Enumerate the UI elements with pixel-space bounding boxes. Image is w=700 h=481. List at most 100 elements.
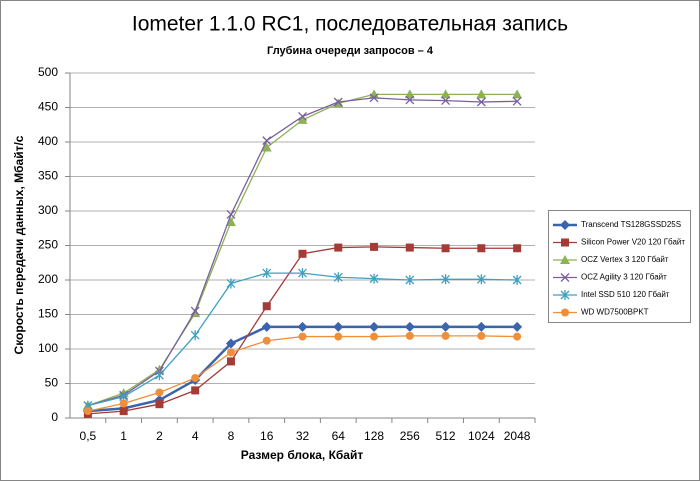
- data-point: [225, 217, 236, 227]
- data-point: [297, 321, 308, 332]
- legend-label: OCZ Agility 3 120 Гбайт: [581, 273, 667, 282]
- data-point: [369, 93, 379, 103]
- data-point: [262, 336, 271, 345]
- data-point: [226, 357, 235, 366]
- data-point: [190, 330, 200, 341]
- data-point: [334, 332, 343, 341]
- legend-label: Intel SSD 510 120 Гбайт: [581, 290, 670, 299]
- x-tick-label: 64: [332, 429, 346, 443]
- data-point: [405, 95, 415, 105]
- data-point: [191, 373, 200, 382]
- data-point: [441, 244, 450, 253]
- y-axis-label: Скорость передачи данных, Мбайт/с: [12, 135, 26, 354]
- data-point: [262, 268, 272, 279]
- data-point: [404, 321, 415, 332]
- data-point: [297, 114, 308, 124]
- legend-marker: [561, 308, 569, 317]
- data-point: [440, 89, 451, 99]
- data-point: [298, 249, 307, 258]
- x-tick-label: 2048: [504, 429, 531, 443]
- data-point: [262, 302, 271, 311]
- data-point: [476, 274, 486, 285]
- legend-label: Silicon Power V20 120 Гбайт: [581, 238, 685, 247]
- legend-marker: [560, 290, 570, 300]
- y-tick-label: 50: [45, 376, 59, 390]
- legend-label: Transcend TS128GSSD25S: [581, 220, 681, 229]
- x-tick-label: 1024: [468, 429, 495, 443]
- legend-marker: [560, 273, 570, 282]
- x-tick-label: 32: [296, 429, 310, 443]
- data-point: [441, 331, 450, 340]
- legend-label: WD WD7500BPKT: [581, 308, 649, 317]
- x-axis-label: Размер блока, Кбайт: [241, 448, 364, 462]
- data-point: [440, 321, 451, 332]
- x-tick-label: 512: [436, 429, 456, 443]
- legend-marker: [561, 238, 569, 247]
- x-tick-label: 16: [260, 429, 274, 443]
- data-point: [119, 399, 128, 408]
- legend-marker: [560, 255, 570, 264]
- data-point: [369, 273, 379, 284]
- data-point: [298, 332, 307, 341]
- y-tick-label: 500: [38, 65, 58, 79]
- y-tick-label: 200: [38, 272, 58, 286]
- x-tick-label: 4: [192, 429, 199, 443]
- data-point: [477, 331, 486, 340]
- legend-label: OCZ Vertex 3 120 Гбайт: [581, 255, 669, 264]
- data-point: [477, 244, 486, 253]
- data-point: [190, 306, 200, 316]
- y-tick-label: 350: [38, 169, 58, 183]
- data-point: [225, 338, 236, 349]
- data-point: [333, 97, 343, 107]
- data-point: [476, 97, 486, 107]
- legend-marker: [560, 220, 570, 230]
- data-point: [513, 244, 522, 253]
- data-point: [191, 386, 200, 395]
- data-point: [441, 274, 451, 285]
- legend-box: [548, 210, 691, 323]
- data-point: [404, 89, 415, 99]
- data-point: [155, 388, 164, 397]
- data-point: [370, 242, 379, 251]
- data-point: [154, 370, 164, 381]
- data-point: [512, 96, 522, 106]
- data-point: [333, 321, 344, 332]
- data-point: [226, 348, 235, 357]
- x-tick-label: 0,5: [80, 429, 97, 443]
- data-point: [155, 400, 164, 409]
- y-tick-label: 100: [38, 341, 58, 355]
- x-tick-label: 1: [120, 429, 127, 443]
- data-point: [405, 275, 415, 285]
- y-tick-label: 0: [51, 410, 58, 424]
- data-point: [369, 321, 380, 332]
- data-point: [83, 407, 92, 416]
- data-point: [476, 89, 487, 99]
- data-point: [512, 321, 523, 332]
- chart-subtitle: Глубина очереди запросов – 4: [267, 45, 434, 57]
- y-tick-label: 450: [38, 100, 58, 114]
- data-point: [512, 89, 523, 99]
- x-tick-label: 8: [228, 429, 235, 443]
- data-point: [261, 321, 272, 332]
- y-tick-label: 300: [38, 203, 58, 217]
- data-point: [512, 275, 522, 285]
- data-point: [441, 96, 451, 106]
- data-point: [298, 112, 307, 121]
- data-point: [476, 321, 487, 332]
- y-tick-label: 400: [38, 134, 58, 148]
- chart-title: Iometer 1.1.0 RC1, последовательная запи…: [132, 13, 568, 36]
- y-tick-label: 150: [38, 307, 58, 321]
- y-tick-label: 250: [38, 238, 58, 252]
- data-point: [262, 136, 272, 146]
- data-point: [333, 272, 343, 283]
- data-point: [405, 331, 414, 340]
- x-tick-label: 256: [400, 429, 420, 443]
- data-point: [513, 332, 522, 341]
- data-point: [370, 332, 379, 341]
- data-point: [405, 243, 414, 252]
- data-point: [119, 407, 128, 416]
- data-point: [226, 209, 236, 219]
- data-point: [298, 268, 307, 279]
- data-point: [334, 243, 343, 252]
- data-point: [261, 142, 272, 152]
